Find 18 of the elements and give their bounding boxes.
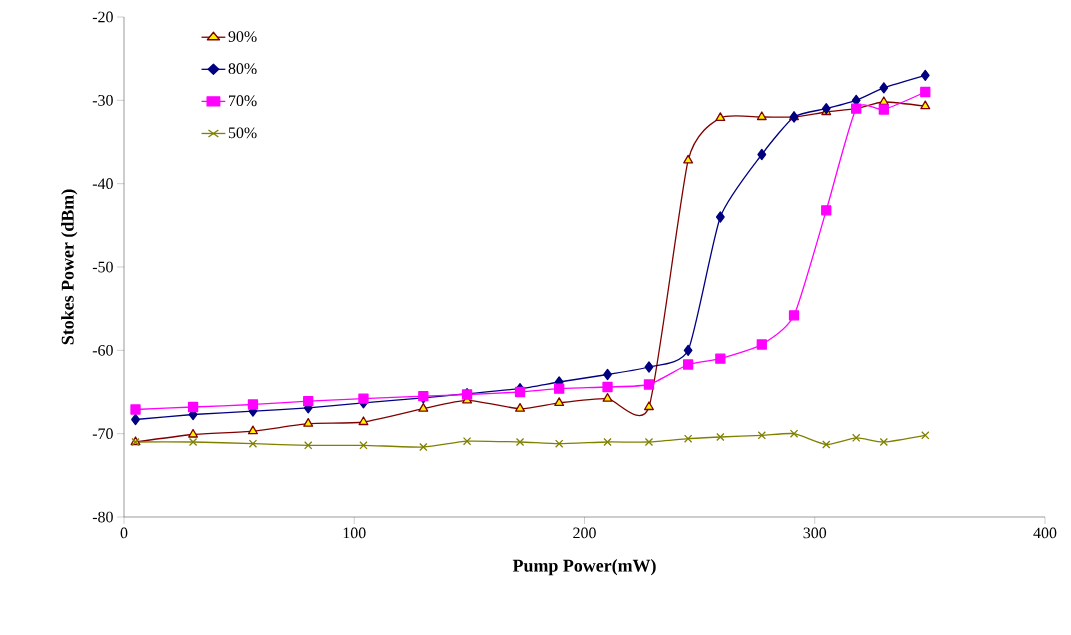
x-tick-label: 0 [120,527,128,539]
legend-label: 80% [228,63,257,75]
legend-label: 70% [229,95,257,107]
y-tick-label: -70 [92,428,113,440]
y-tick-label: -80 [92,511,113,523]
y-axis-title: Stokes Power (dBm) [61,189,78,345]
y-tick-label: -30 [92,94,113,106]
y-tick-label: -60 [92,344,113,356]
y-tick-label: -40 [92,178,113,190]
legend-label: 50% [228,127,257,139]
x-tick-label: 400 [1033,527,1057,539]
y-tick-label: -20 [92,11,113,23]
legend-label: 90% [228,31,257,42]
x-tick-label: 200 [573,527,596,539]
x-axis-title: Pump Power(mW) [512,559,656,576]
y-tick-label: -50 [92,261,113,273]
x-tick-label: 300 [803,527,827,539]
x-tick-label: 100 [343,527,366,539]
